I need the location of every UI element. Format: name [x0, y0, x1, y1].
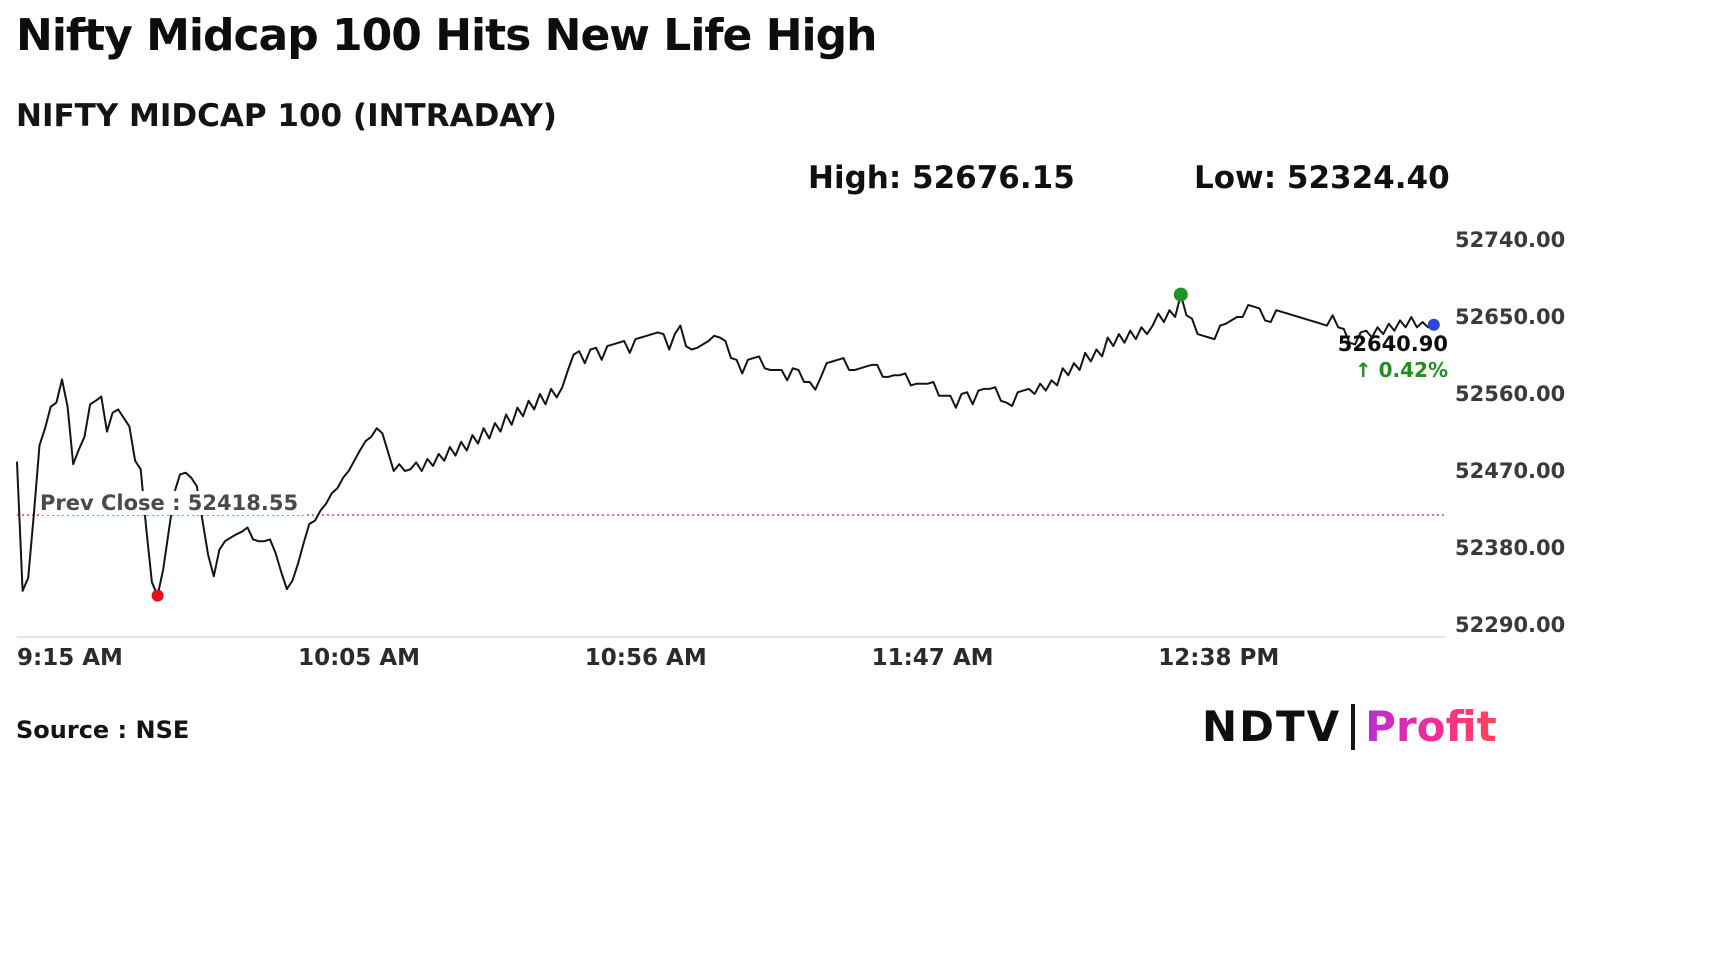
- y-axis-label: 52740.00: [1455, 228, 1565, 252]
- source-label: Source : NSE: [16, 716, 190, 744]
- high-value-label: High: 52676.15: [808, 160, 1075, 196]
- y-axis-label: 52650.00: [1455, 305, 1565, 329]
- low-value-label: Low: 52324.40: [1194, 160, 1450, 196]
- ndtv-profit-logo: NDTV Profit: [1202, 702, 1497, 751]
- y-axis-label: 52560.00: [1455, 382, 1565, 406]
- marker-dots: [151, 287, 1440, 602]
- last-price-value: 52640.90: [1337, 331, 1448, 356]
- chart-subtitle: NIFTY MIDCAP 100 (INTRADAY): [16, 98, 557, 134]
- x-axis-label: 12:38 PM: [1158, 645, 1279, 671]
- x-axis-label: 10:05 AM: [298, 645, 420, 671]
- low-marker: [151, 589, 164, 602]
- high-marker: [1173, 287, 1188, 302]
- x-axis-label: 10:56 AM: [585, 645, 707, 671]
- x-axis-labels: 9:15 AM 10:05 AM 10:56 AM 11:47 AM 12:38 PM: [17, 645, 1279, 671]
- change-percent-label: ↑ 0.42%: [1354, 357, 1448, 382]
- x-axis-label: 9:15 AM: [17, 645, 123, 671]
- last-marker: [1427, 318, 1440, 331]
- brand-profit-text: Profit: [1365, 702, 1497, 751]
- prev-close-label: Prev Close : 52418.55: [40, 491, 305, 516]
- x-axis-label: 11:47 AM: [872, 645, 994, 671]
- price-line: [16, 293, 1435, 597]
- y-axis-label: 52290.00: [1455, 613, 1565, 637]
- brand-separator-bar: [1351, 703, 1356, 750]
- y-axis-label: 52380.00: [1455, 536, 1565, 560]
- last-price-annotation: 52640.90 ↑ 0.42%: [1268, 332, 1448, 382]
- brand-ndtv-text: NDTV: [1202, 702, 1342, 751]
- y-axis-label: 52470.00: [1455, 459, 1565, 483]
- y-axis-labels: 52740.00 52650.00 52560.00 52470.00 52380.00…: [1455, 228, 1565, 637]
- page-title: Nifty Midcap 100 Hits New Life High: [16, 10, 877, 61]
